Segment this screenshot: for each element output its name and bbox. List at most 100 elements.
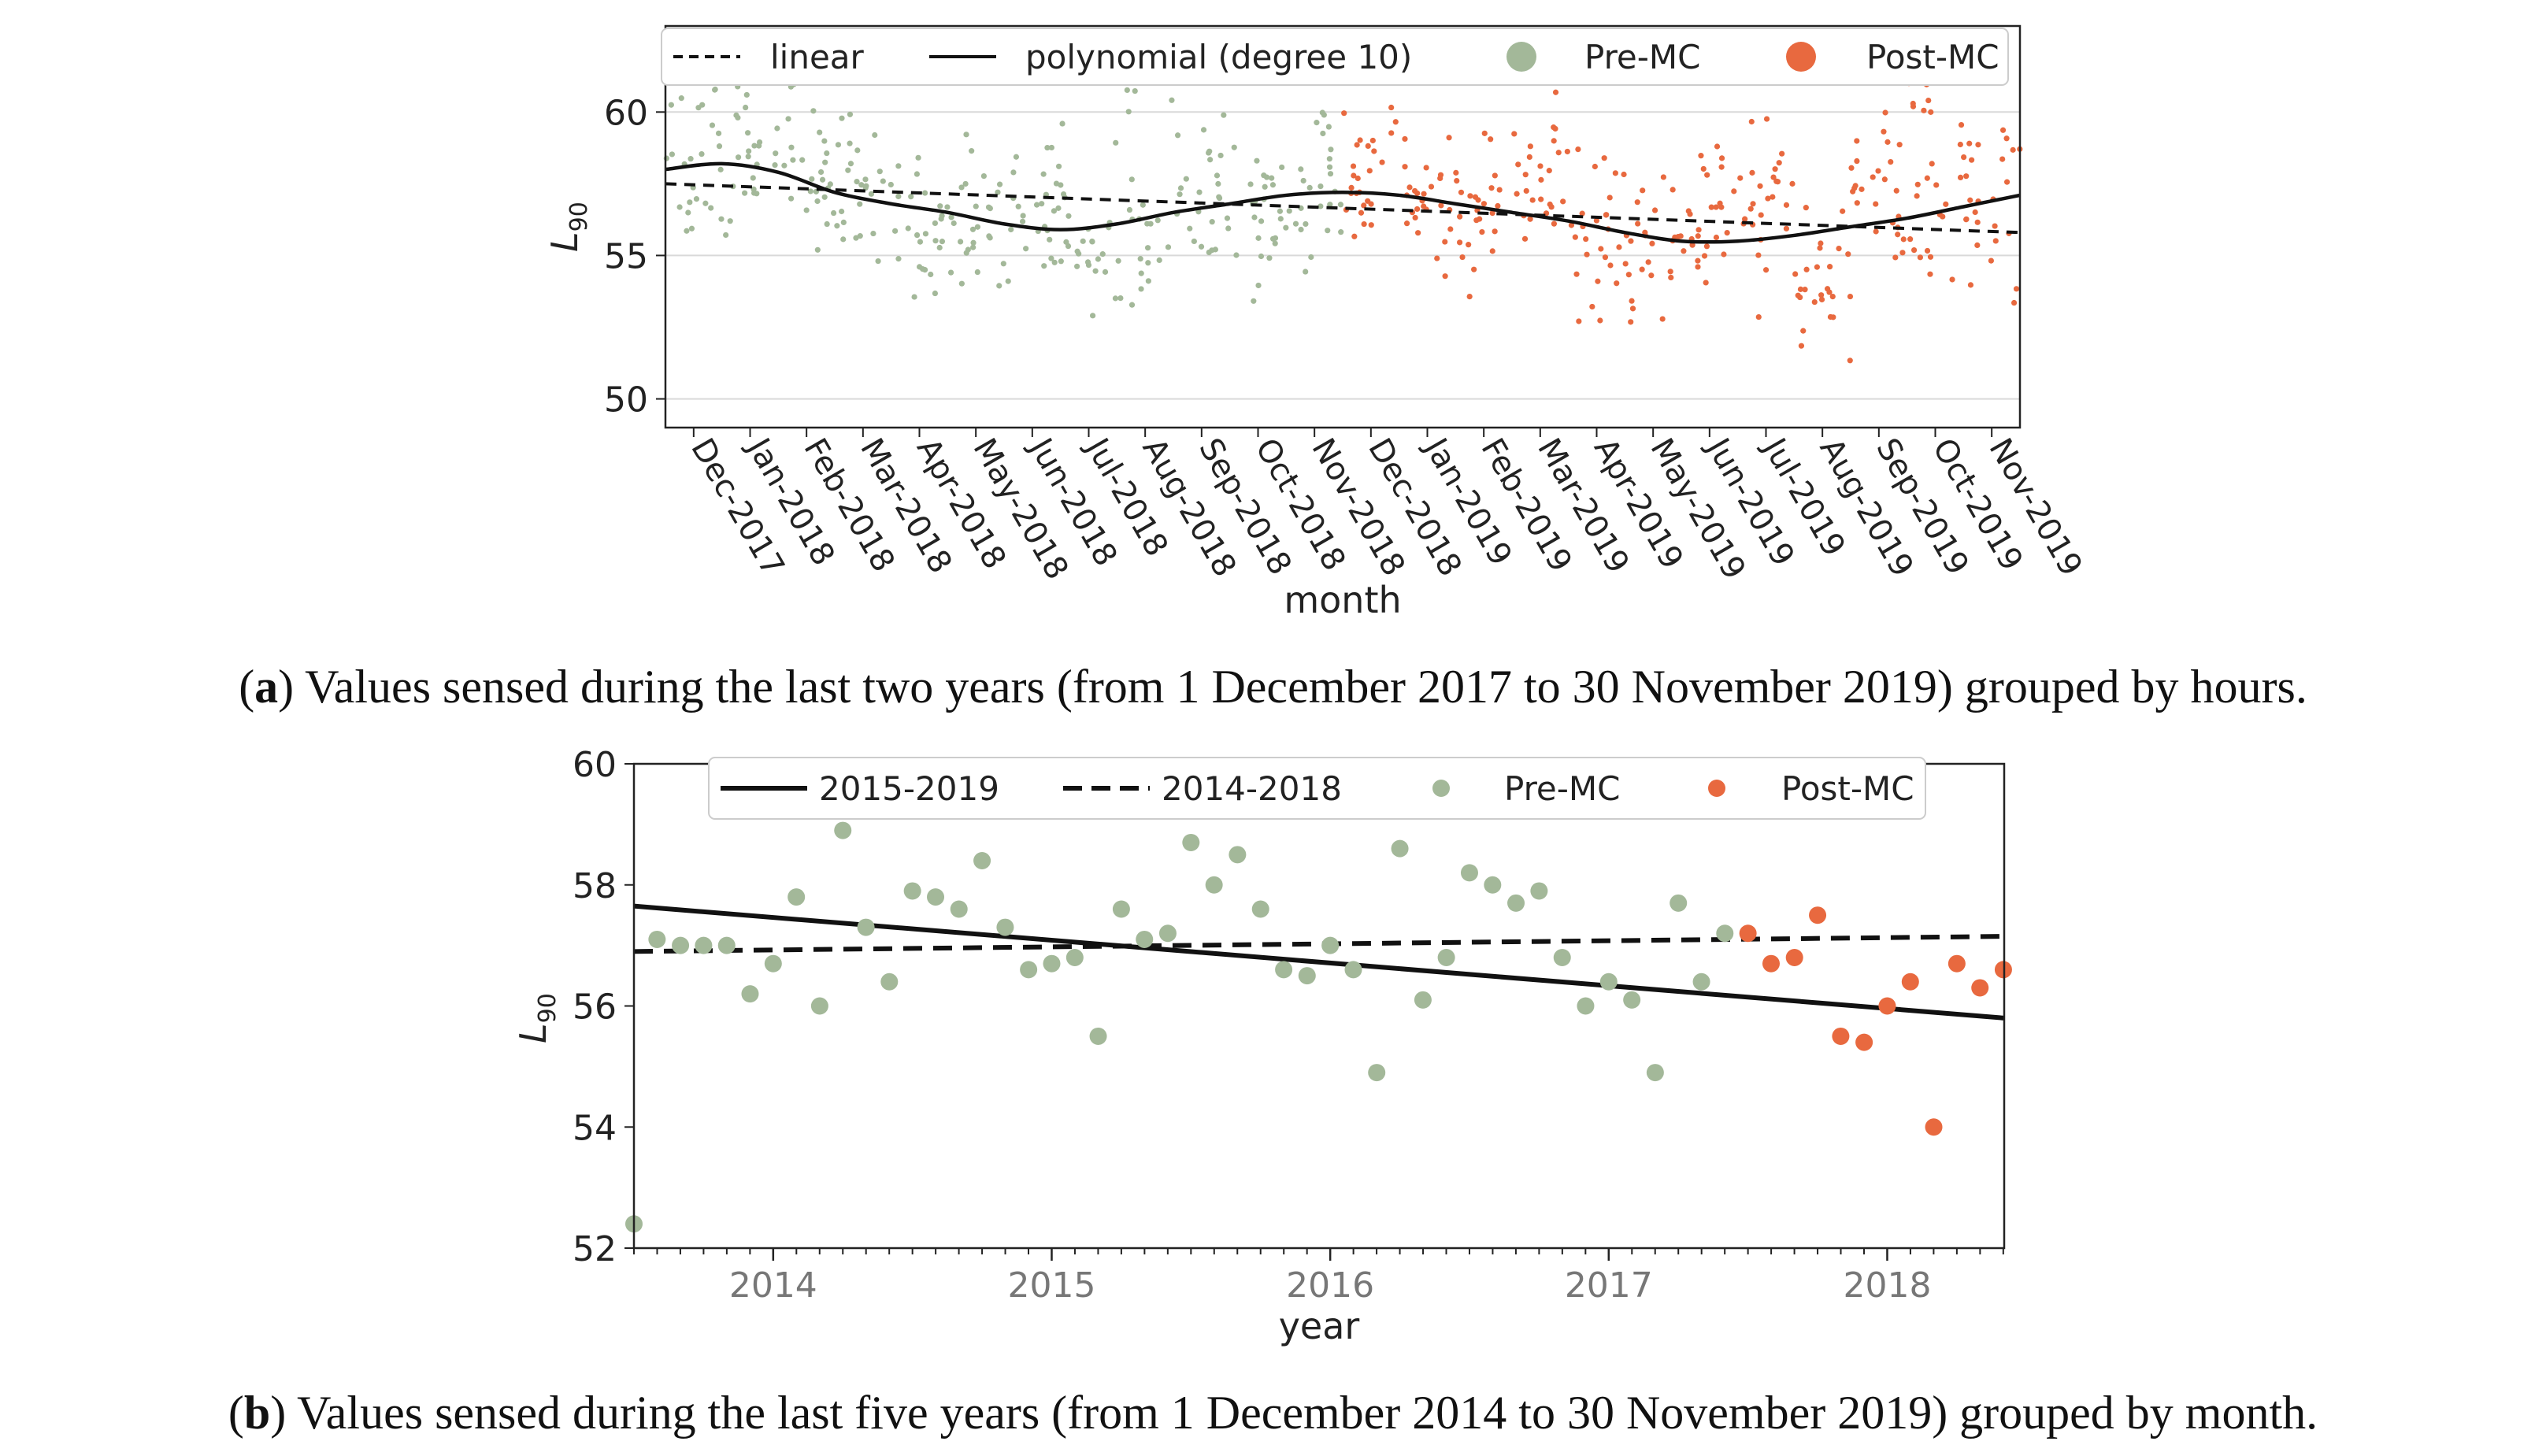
post-mc-point [1933, 182, 1940, 188]
post-mc-point [1811, 298, 1818, 306]
post-mc-point [1713, 234, 1720, 241]
post-mc-point [1357, 137, 1363, 143]
pre-mc-point [1716, 924, 1734, 943]
post-mc-point [1454, 177, 1460, 184]
post-mc-point [1634, 199, 1640, 206]
pre-mc-point [1174, 132, 1181, 139]
pre-mc-point [1279, 164, 1285, 171]
post-mc-point [1958, 122, 1965, 128]
pre-mc-point [745, 154, 751, 160]
post-mc-point [1873, 228, 1879, 235]
pre-mc-point [750, 190, 758, 196]
pre-mc-point [1328, 146, 1334, 153]
pre-mc-point [863, 183, 869, 189]
pre-mc-point [895, 256, 902, 262]
pre-mc-point [1229, 846, 1247, 864]
pre-mc-point [1577, 997, 1595, 1015]
pre-mc-point [1144, 220, 1151, 227]
post-mc-point [1884, 139, 1891, 145]
pre-mc-point [1191, 238, 1197, 245]
post-mc-point [1538, 196, 1544, 202]
pre-mc-point [986, 233, 992, 239]
post-mc-point [1999, 156, 2006, 162]
pre-mc-point [840, 219, 847, 226]
legend-label-pre: Pre-MC [1584, 38, 1701, 76]
pre-mc-point [1269, 182, 1277, 188]
pre-mc-point [963, 250, 969, 256]
pre-mc-point [1092, 268, 1099, 274]
pre-mc-point [699, 151, 705, 157]
pre-mc-point [1154, 217, 1161, 224]
pre-mc-point [847, 140, 853, 146]
post-mc-point [1924, 175, 1930, 181]
post-mc-point [1854, 200, 1860, 206]
pre-mc-point [743, 104, 749, 111]
pre-mc-point [1646, 1064, 1664, 1082]
post-mc-point [1351, 172, 1357, 179]
pre-mc-point [1089, 238, 1095, 245]
post-mc-point [1446, 135, 1452, 141]
pre-mc-point [817, 169, 825, 176]
pre-mc-point [1599, 973, 1618, 991]
pre-mc-point [788, 195, 795, 202]
post-mc-point [1341, 110, 1347, 117]
post-mc-point [1779, 150, 1785, 157]
pre-mc-point [917, 239, 924, 245]
pre-mc-point [915, 154, 921, 161]
y-tick-label: 54 [573, 1108, 617, 1148]
post-mc-point [1749, 169, 1755, 176]
post-mc-point [1466, 293, 1473, 300]
post-mc-point [1681, 248, 1687, 254]
post-mc-point [1414, 206, 1421, 213]
pre-mc-point [695, 936, 713, 954]
pre-mc-point [996, 181, 1003, 187]
post-mc-point [1925, 1118, 1943, 1136]
post-mc-point [1521, 235, 1529, 242]
post-mc-point [1489, 248, 1495, 254]
pre-mc-point [958, 239, 964, 245]
post-mc-point [1667, 269, 1673, 275]
post-mc-point [1967, 197, 1973, 203]
post-mc-point [2003, 135, 2010, 142]
post-mc-point [1371, 148, 1377, 154]
post-mc-point [1607, 195, 1613, 201]
pre-mc-point [1039, 201, 1045, 207]
legend-b: 2015-2019 2014-2018 Pre-MC Post-MC [708, 757, 1926, 820]
pre-mc-point [854, 147, 861, 154]
post-mc-point [1527, 216, 1533, 222]
post-mc-point [1925, 97, 1932, 104]
pre-mc-point [1058, 182, 1064, 188]
pre-mc-point [932, 220, 939, 227]
post-mc-point [1568, 222, 1575, 228]
post-mc-point [1817, 245, 1823, 251]
post-mc-point [1421, 191, 1427, 197]
pre-mc-point [1169, 97, 1175, 103]
pre-mc-point [1102, 269, 1109, 275]
post-mc-point [1776, 160, 1782, 166]
pre-mc-point [1368, 1064, 1386, 1082]
post-mc-point [1388, 130, 1395, 136]
post-mc-point [1622, 261, 1629, 267]
post-mc-point [1718, 155, 1725, 161]
pre-mc-point [987, 205, 993, 212]
post-mc-point [1873, 201, 1879, 207]
post-mc-point [1548, 204, 1555, 210]
pre-mc-point [1254, 157, 1260, 164]
post-mc-point [1595, 278, 1601, 284]
pre-mc-point [1507, 894, 1525, 912]
pre-mc-point [756, 143, 762, 149]
post-mc-point [1649, 240, 1655, 246]
post-mc-point [1442, 273, 1448, 280]
pre-mc-point [1206, 150, 1212, 156]
pre-mc-point [785, 116, 791, 122]
pre-mc-point [716, 143, 723, 150]
pre-mc-point [922, 231, 929, 237]
pre-mc-point [1670, 894, 1688, 912]
post-mc-point [1555, 150, 1562, 156]
post-mc-point [1481, 201, 1488, 207]
post-mc-point [1607, 262, 1614, 269]
post-mc-point [1354, 142, 1360, 148]
post-mc-point [1442, 239, 1448, 245]
x-tick-label: 2015 [1007, 1265, 1095, 1306]
pre-mc-point [1320, 130, 1326, 137]
